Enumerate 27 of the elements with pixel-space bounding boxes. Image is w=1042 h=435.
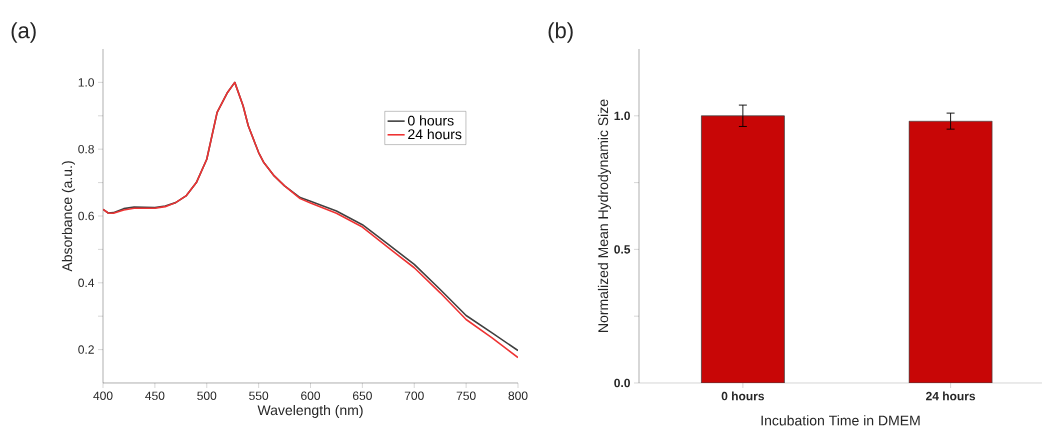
y-tick-label: 0.5 (614, 245, 631, 254)
x-tick-label: 750 (456, 391, 476, 401)
y-tick-label: 0.2 (78, 345, 94, 354)
y-tick-label: 1.0 (78, 78, 95, 87)
x-tick-label: 500 (197, 391, 217, 401)
x-tick-label: 550 (249, 391, 269, 401)
y-tick-label: 0.6 (78, 211, 94, 221)
x-tick-label: 400 (93, 391, 113, 401)
y-tick-label: 0.4 (78, 278, 95, 288)
y-tick-label: 0.8 (78, 144, 94, 154)
chart-title: (b) (548, 22, 573, 43)
y-tick-label: 0.0 (614, 378, 630, 388)
x-axis-title: Incubation Time in DMEM (761, 415, 920, 426)
y-axis-title: Absorbance (a.u.) (61, 161, 75, 272)
legend-label: 24 hours (408, 128, 462, 140)
x-axis-title: Wavelength (nm) (257, 404, 363, 418)
x-tick-label: 650 (352, 391, 372, 401)
x-tick-label: 24 hours (926, 391, 976, 401)
x-tick-label: 600 (301, 391, 321, 401)
x-tick-label: 450 (145, 391, 165, 401)
x-tick-label: 700 (404, 391, 424, 401)
x-tick-label: 0 hours (721, 391, 765, 401)
legend-label: 0 hours (407, 115, 454, 126)
y-axis-title: Normalized Mean Hydrodynamic Size (597, 99, 611, 332)
x-tick-label: 800 (508, 391, 528, 401)
chart-title: (a) (11, 22, 36, 43)
y-tick-label: 1.0 (614, 111, 630, 121)
